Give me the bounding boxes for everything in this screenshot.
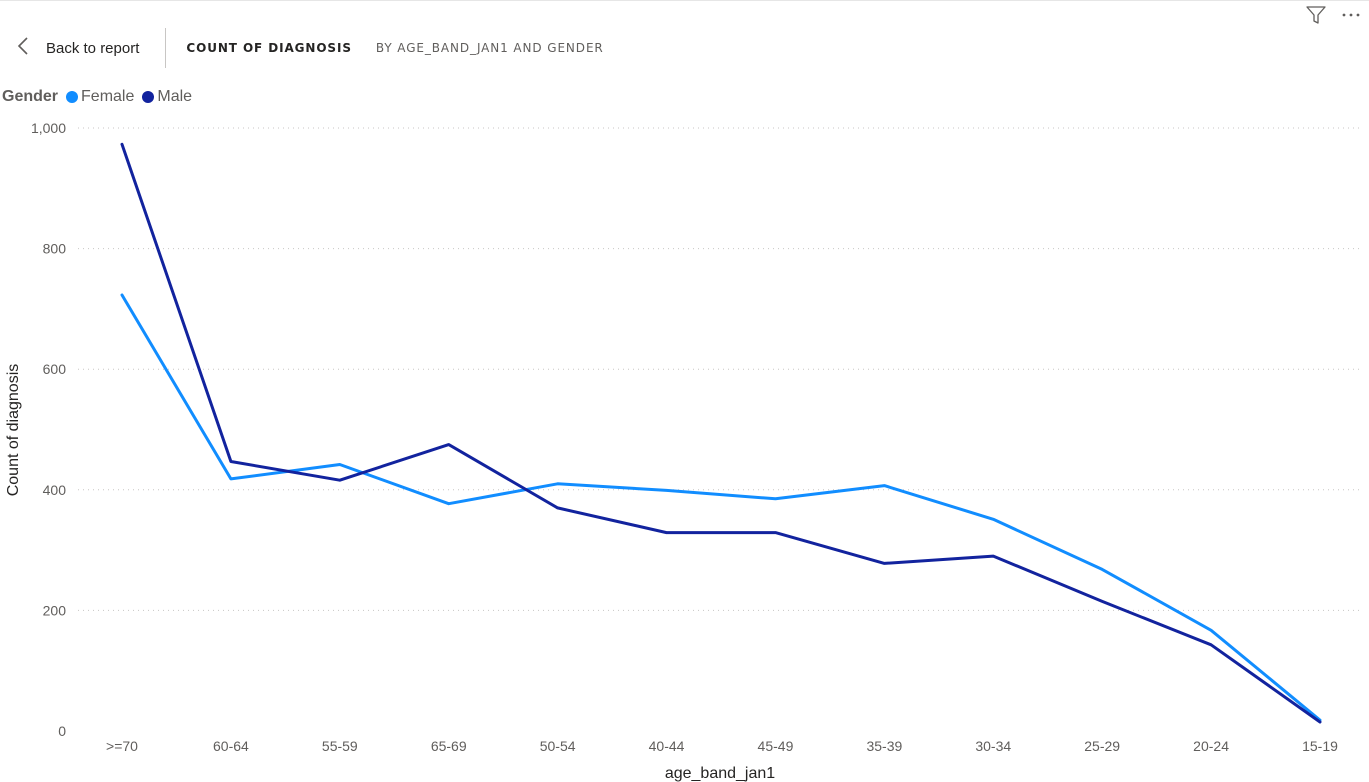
y-axis-label: Count of diagnosis — [5, 364, 22, 497]
visual-title: COUNT OF DIAGNOSIS — [186, 41, 352, 55]
data-point-female[interactable] — [225, 473, 237, 485]
filter-icon[interactable] — [1305, 4, 1327, 26]
x-tick-label: 60-64 — [213, 738, 249, 754]
back-to-report-button[interactable]: Back to report — [16, 36, 139, 60]
visual-subtitle: BY AGE_BAND_JAN1 AND GENDER — [375, 41, 604, 55]
series-line-female[interactable] — [120, 293, 1322, 722]
y-tick-label: 1,000 — [31, 120, 66, 136]
x-tick-label: 35-39 — [866, 738, 902, 754]
x-tick-label: 45-49 — [758, 738, 794, 754]
x-tick-label: 50-54 — [540, 738, 576, 754]
legend-title: Gender — [2, 88, 59, 105]
data-point-male[interactable] — [552, 502, 564, 514]
x-tick-label: 20-24 — [1193, 738, 1229, 754]
y-tick-label: 200 — [43, 602, 67, 618]
legend-label-female: Female — [81, 88, 135, 105]
y-tick-label: 600 — [43, 361, 67, 377]
x-axis-ticks: >=70 60-64 55-59 65-69 50-54 40-44 45-49 35-39 3… — [106, 738, 1338, 754]
legend-label-male: Male — [157, 88, 193, 105]
visual-header-icons — [1305, 4, 1361, 26]
data-point-female[interactable] — [769, 493, 781, 505]
x-tick-label: >=70 — [106, 738, 138, 754]
more-options-icon[interactable] — [1341, 11, 1361, 19]
y-tick-label: 800 — [43, 241, 67, 257]
series-line-male[interactable] — [120, 142, 1322, 724]
legend-item-female[interactable]: Female — [66, 88, 134, 106]
back-to-report-label: Back to report — [46, 39, 140, 57]
data-point-female[interactable] — [116, 289, 128, 301]
data-point-male[interactable] — [1205, 639, 1217, 651]
data-point-female[interactable] — [1096, 563, 1108, 575]
data-point-male[interactable] — [769, 527, 781, 539]
data-point-female[interactable] — [878, 480, 890, 492]
data-point-female[interactable] — [443, 498, 455, 510]
y-axis-ticks: 0 200 400 600 800 1,000 — [31, 120, 66, 739]
series-lines — [116, 138, 1326, 728]
data-point-female[interactable] — [987, 513, 999, 525]
data-point-male[interactable] — [987, 550, 999, 562]
x-axis-label: age_band_jan1 — [665, 765, 775, 782]
header-divider — [165, 28, 167, 68]
data-point-male[interactable] — [878, 557, 890, 569]
data-point-male[interactable] — [661, 527, 673, 539]
x-tick-label: 65-69 — [431, 738, 467, 754]
data-point-male[interactable] — [225, 455, 237, 467]
data-point-male[interactable] — [334, 474, 346, 486]
x-tick-label: 25-29 — [1084, 738, 1120, 754]
top-border — [0, 0, 1369, 1]
data-point-male[interactable] — [116, 138, 128, 150]
data-point-male[interactable] — [443, 439, 455, 451]
data-point-female[interactable] — [334, 458, 346, 470]
data-point-female[interactable] — [661, 484, 673, 496]
visual-header: Back to report COUNT OF DIAGNOSIS BY AGE… — [0, 28, 900, 68]
chevron-left-icon — [16, 36, 30, 60]
x-tick-label: 55-59 — [322, 738, 358, 754]
legend-dot-female — [66, 91, 79, 103]
legend-item-male[interactable]: Male — [142, 88, 192, 106]
legend-dot-male — [142, 91, 155, 103]
y-tick-label: 0 — [58, 723, 66, 739]
data-point-female[interactable] — [1205, 624, 1217, 636]
data-point-male[interactable] — [1096, 595, 1108, 607]
data-point-female[interactable] — [552, 478, 564, 490]
x-tick-label: 15-19 — [1302, 738, 1338, 754]
y-tick-label: 400 — [43, 482, 67, 498]
gridlines — [78, 127, 1362, 611]
x-tick-label: 40-44 — [649, 738, 685, 754]
data-point-male[interactable] — [1314, 716, 1326, 728]
legend: Gender Female Male — [2, 88, 200, 106]
x-tick-label: 30-34 — [975, 738, 1011, 754]
